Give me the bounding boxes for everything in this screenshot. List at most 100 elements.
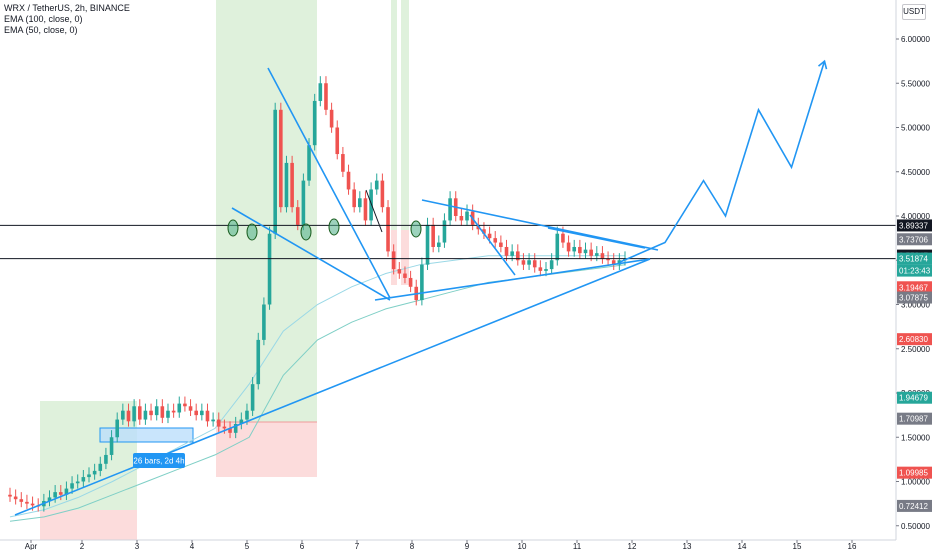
candle-body[interactable] — [442, 220, 447, 243]
candle-body[interactable] — [386, 207, 390, 252]
candle-body[interactable] — [324, 83, 328, 110]
candle-body[interactable] — [583, 249, 588, 254]
candle-body[interactable] — [600, 253, 605, 259]
price-tag[interactable] — [897, 219, 932, 232]
candle-body[interactable] — [250, 384, 255, 411]
long-position-profit-zone[interactable] — [216, 0, 317, 422]
trend-line[interactable] — [14, 258, 651, 516]
candle-body[interactable] — [363, 198, 368, 221]
candle-body[interactable] — [109, 437, 114, 455]
candle-body[interactable] — [555, 233, 560, 261]
candle-body[interactable] — [341, 154, 345, 172]
candle-body[interactable] — [527, 260, 531, 265]
candle-body[interactable] — [493, 238, 498, 243]
candle-body[interactable] — [459, 216, 464, 221]
candle-body[interactable] — [267, 233, 272, 305]
candle-body[interactable] — [188, 406, 193, 411]
candle-body[interactable] — [75, 481, 80, 484]
candle-body[interactable] — [504, 246, 509, 256]
pattern-marker[interactable] — [328, 218, 340, 236]
candle-body[interactable] — [549, 260, 554, 270]
candle-body[interactable] — [245, 410, 249, 420]
trend-line[interactable] — [231, 207, 391, 301]
candle-body[interactable] — [194, 410, 198, 416]
pattern-marker[interactable] — [410, 220, 422, 238]
ema50-label[interactable]: EMA (50, close, 0) — [4, 25, 78, 35]
price-tag[interactable] — [897, 391, 932, 404]
candle-body[interactable] — [380, 180, 385, 208]
candle-body[interactable] — [53, 492, 57, 498]
forecast-path[interactable] — [619, 60, 826, 263]
candle-body[interactable] — [521, 260, 526, 265]
candle-body[interactable] — [352, 189, 356, 208]
candle-body[interactable] — [532, 260, 537, 268]
candle-body[interactable] — [47, 497, 52, 501]
symbol-title[interactable]: WRX / TetherUS, 2h, BINANCE — [4, 3, 130, 13]
candle-body[interactable] — [8, 494, 12, 497]
price-tag[interactable] — [897, 233, 932, 246]
candle-body[interactable] — [273, 109, 277, 234]
candle-body[interactable] — [279, 109, 283, 208]
candle-body[interactable] — [307, 145, 311, 181]
candle-body[interactable] — [143, 410, 148, 420]
candle-body[interactable] — [160, 406, 165, 418]
pattern-marker[interactable] — [246, 223, 258, 241]
candle-body[interactable] — [515, 251, 520, 261]
candle-body[interactable] — [290, 162, 294, 208]
candle-body[interactable] — [98, 463, 103, 471]
price-tag[interactable] — [897, 281, 932, 294]
candle-body[interactable] — [374, 180, 379, 190]
candle-body[interactable] — [64, 488, 69, 495]
candle-body[interactable] — [177, 403, 182, 413]
candle-body[interactable] — [115, 419, 120, 438]
candle-body[interactable] — [132, 406, 136, 422]
candle-body[interactable] — [431, 224, 435, 247]
candle-body[interactable] — [104, 454, 108, 464]
candle-body[interactable] — [448, 198, 452, 221]
pattern-marker[interactable] — [300, 223, 312, 241]
trend-line[interactable] — [267, 67, 391, 299]
long-position-profit-zone[interactable] — [401, 0, 409, 230]
candle-body[interactable] — [482, 229, 486, 234]
candle-body[interactable] — [58, 492, 63, 495]
ema100-label[interactable]: EMA (100, close, 0) — [4, 14, 83, 24]
candle-body[interactable] — [70, 483, 74, 489]
candle-body[interactable] — [30, 503, 35, 506]
candle-body[interactable] — [611, 260, 616, 265]
candle-body[interactable] — [205, 410, 210, 422]
price-tag[interactable] — [897, 412, 932, 425]
candle-body[interactable] — [369, 189, 373, 221]
candle-body[interactable] — [222, 426, 227, 429]
price-tag[interactable] — [897, 499, 932, 512]
ema50-line[interactable] — [9, 255, 625, 518]
candle-body[interactable] — [262, 304, 266, 340]
candle-body[interactable] — [92, 470, 97, 475]
trend-line[interactable] — [547, 227, 646, 249]
candle-body[interactable] — [154, 406, 159, 416]
price-tag[interactable] — [897, 264, 932, 277]
candle-body[interactable] — [295, 207, 300, 225]
candle-body[interactable] — [538, 267, 543, 271]
candle-body[interactable] — [13, 496, 18, 500]
candle-body[interactable] — [465, 211, 469, 221]
candle-body[interactable] — [346, 171, 351, 190]
candle-body[interactable] — [572, 246, 577, 252]
candle-body[interactable] — [256, 339, 261, 385]
candle-body[interactable] — [149, 410, 153, 416]
candle-body[interactable] — [166, 410, 170, 418]
candle-body[interactable] — [403, 273, 407, 278]
long-position-loss-zone[interactable] — [216, 422, 317, 477]
candle-body[interactable] — [606, 258, 610, 261]
trend-line[interactable] — [365, 189, 383, 233]
price-tag[interactable] — [897, 252, 932, 265]
trend-line[interactable] — [421, 199, 659, 251]
candle-body[interactable] — [578, 246, 582, 254]
candle-body[interactable] — [391, 251, 396, 270]
price-tag[interactable] — [897, 333, 932, 346]
price-tag[interactable] — [897, 291, 932, 304]
candle-body[interactable] — [566, 242, 571, 252]
candle-body[interactable] — [239, 419, 244, 424]
candle-body[interactable] — [126, 410, 131, 422]
candle-body[interactable] — [408, 277, 413, 287]
candle-body[interactable] — [594, 253, 599, 256]
